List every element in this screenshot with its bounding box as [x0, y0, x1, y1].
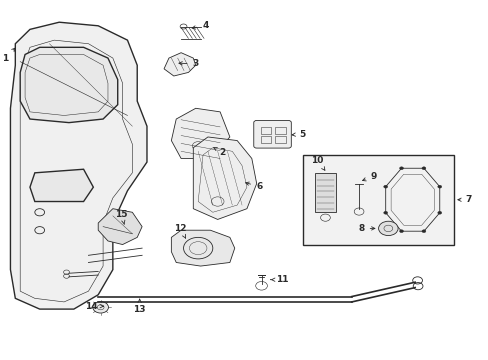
Text: 4: 4 [192, 21, 208, 30]
Text: 5: 5 [291, 130, 305, 139]
Bar [260, 136, 271, 143]
Text: 3: 3 [179, 59, 199, 68]
Circle shape [383, 185, 387, 188]
Bar [260, 127, 271, 134]
Polygon shape [10, 22, 147, 309]
Polygon shape [98, 209, 142, 244]
Text: 8: 8 [358, 224, 374, 233]
Text: 14: 14 [84, 302, 103, 311]
Text: 12: 12 [174, 224, 186, 238]
Bar [275, 127, 285, 134]
Circle shape [399, 167, 403, 170]
Text: 13: 13 [133, 299, 145, 314]
Polygon shape [171, 230, 234, 266]
Polygon shape [163, 53, 195, 76]
FancyBboxPatch shape [253, 121, 291, 148]
Text: 7: 7 [457, 195, 471, 204]
Circle shape [437, 211, 441, 214]
Text: 2: 2 [213, 148, 225, 157]
Circle shape [383, 211, 387, 214]
Circle shape [378, 221, 397, 235]
Circle shape [93, 302, 108, 313]
Text: 6: 6 [245, 182, 262, 191]
Text: 15: 15 [115, 210, 127, 224]
Circle shape [421, 167, 425, 170]
Text: 9: 9 [362, 172, 376, 181]
Polygon shape [20, 47, 118, 123]
Bar [303, 155, 453, 244]
Bar [275, 136, 285, 143]
Circle shape [437, 185, 441, 188]
Polygon shape [171, 108, 229, 158]
Text: 1: 1 [2, 48, 15, 63]
Circle shape [421, 230, 425, 233]
Bar [315, 173, 335, 212]
Circle shape [399, 230, 403, 233]
Polygon shape [193, 137, 256, 220]
Polygon shape [30, 169, 93, 202]
Text: 10: 10 [311, 156, 324, 170]
Text: 11: 11 [270, 275, 288, 284]
